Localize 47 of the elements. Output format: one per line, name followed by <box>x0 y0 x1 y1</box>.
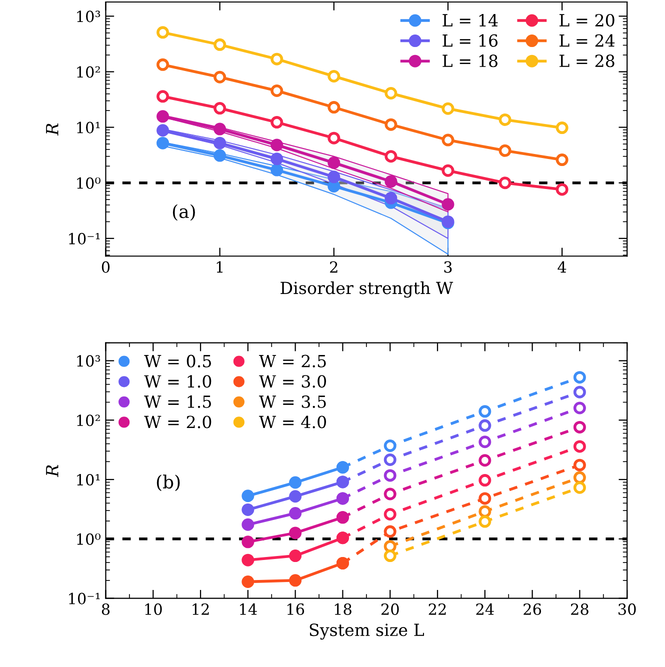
x-tick-label: 30 <box>618 603 636 615</box>
x-tick-label: 1 <box>216 261 223 273</box>
legend-label: W = 2.5 <box>259 354 326 368</box>
x-tick-label: 18 <box>334 603 352 615</box>
legend-label: W = 1.5 <box>144 395 211 408</box>
x-tick-label: 4 <box>558 261 566 273</box>
y-tick-label: 10¹ <box>77 474 100 486</box>
y-tick-label: 10² <box>77 414 100 426</box>
x-tick-label: 24 <box>476 603 494 615</box>
annotation: (a) <box>172 204 195 221</box>
legend-label: L = 16 <box>442 34 498 47</box>
y-tick-label: 10⁻¹ <box>69 232 100 244</box>
x-tick-label: 22 <box>428 603 446 615</box>
x-axis-title: System size L <box>310 624 424 640</box>
y-tick-label: 10² <box>77 66 100 78</box>
x-tick-label: 14 <box>240 603 257 615</box>
x-tick-label: 0 <box>102 261 110 273</box>
legend-label: W = 3.5 <box>259 395 326 408</box>
y-axis-title: R <box>46 123 58 136</box>
legend-label: W = 3.0 <box>259 375 326 388</box>
y-tick-label: 10⁰ <box>77 533 100 545</box>
x-tick-label: 16 <box>287 603 304 615</box>
x-tick-label: 20 <box>381 603 399 615</box>
legend-label: L = 20 <box>560 14 614 27</box>
x-tick-label: 12 <box>192 603 209 615</box>
legend-label: L = 18 <box>442 54 498 68</box>
legend-label: W = 4.0 <box>259 416 326 428</box>
x-tick-label: 28 <box>571 603 588 615</box>
legend-label: W = 2.0 <box>144 416 212 428</box>
y-tick-label: 10⁻¹ <box>69 592 100 604</box>
x-tick-label: 10 <box>145 603 162 615</box>
annotation: (b) <box>156 474 180 492</box>
legend-label: L = 14 <box>442 14 498 26</box>
legend-label: W = 0.5 <box>144 354 211 368</box>
x-tick-label: 2 <box>330 261 338 273</box>
legend-label: L = 24 <box>560 34 615 47</box>
x-tick-label: 26 <box>524 603 542 615</box>
legend-label: W = 1.0 <box>144 375 212 388</box>
y-tick-label: 10³ <box>77 10 100 22</box>
y-tick-label: 10⁰ <box>77 177 100 189</box>
x-axis-title: Disorder strength W <box>280 281 454 298</box>
y-tick-label: 10³ <box>77 355 100 367</box>
y-axis-title: R <box>46 464 58 478</box>
x-tick-label: 8 <box>102 603 110 615</box>
y-tick-label: 10¹ <box>77 122 100 134</box>
legend-label: L = 28 <box>560 54 614 68</box>
x-tick-label: 3 <box>444 261 452 273</box>
